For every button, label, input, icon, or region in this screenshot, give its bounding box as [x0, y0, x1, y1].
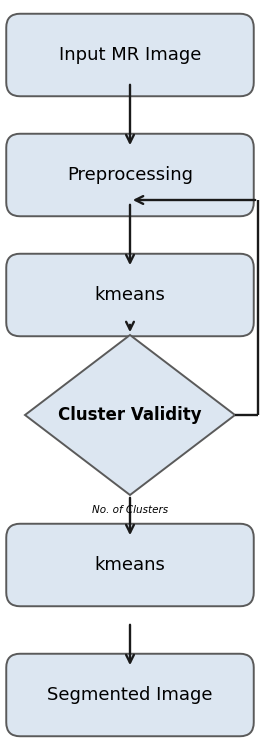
Text: kmeans: kmeans — [94, 556, 165, 574]
FancyBboxPatch shape — [6, 524, 254, 606]
Text: No. of Clusters: No. of Clusters — [92, 505, 168, 515]
Text: Segmented Image: Segmented Image — [47, 686, 213, 704]
Text: Input MR Image: Input MR Image — [59, 46, 201, 64]
Text: Cluster Validity: Cluster Validity — [58, 406, 202, 424]
FancyBboxPatch shape — [6, 14, 254, 96]
FancyBboxPatch shape — [6, 654, 254, 736]
Text: kmeans: kmeans — [94, 286, 165, 304]
Text: Preprocessing: Preprocessing — [67, 166, 193, 184]
FancyBboxPatch shape — [6, 254, 254, 336]
FancyBboxPatch shape — [6, 134, 254, 216]
Polygon shape — [25, 335, 235, 495]
